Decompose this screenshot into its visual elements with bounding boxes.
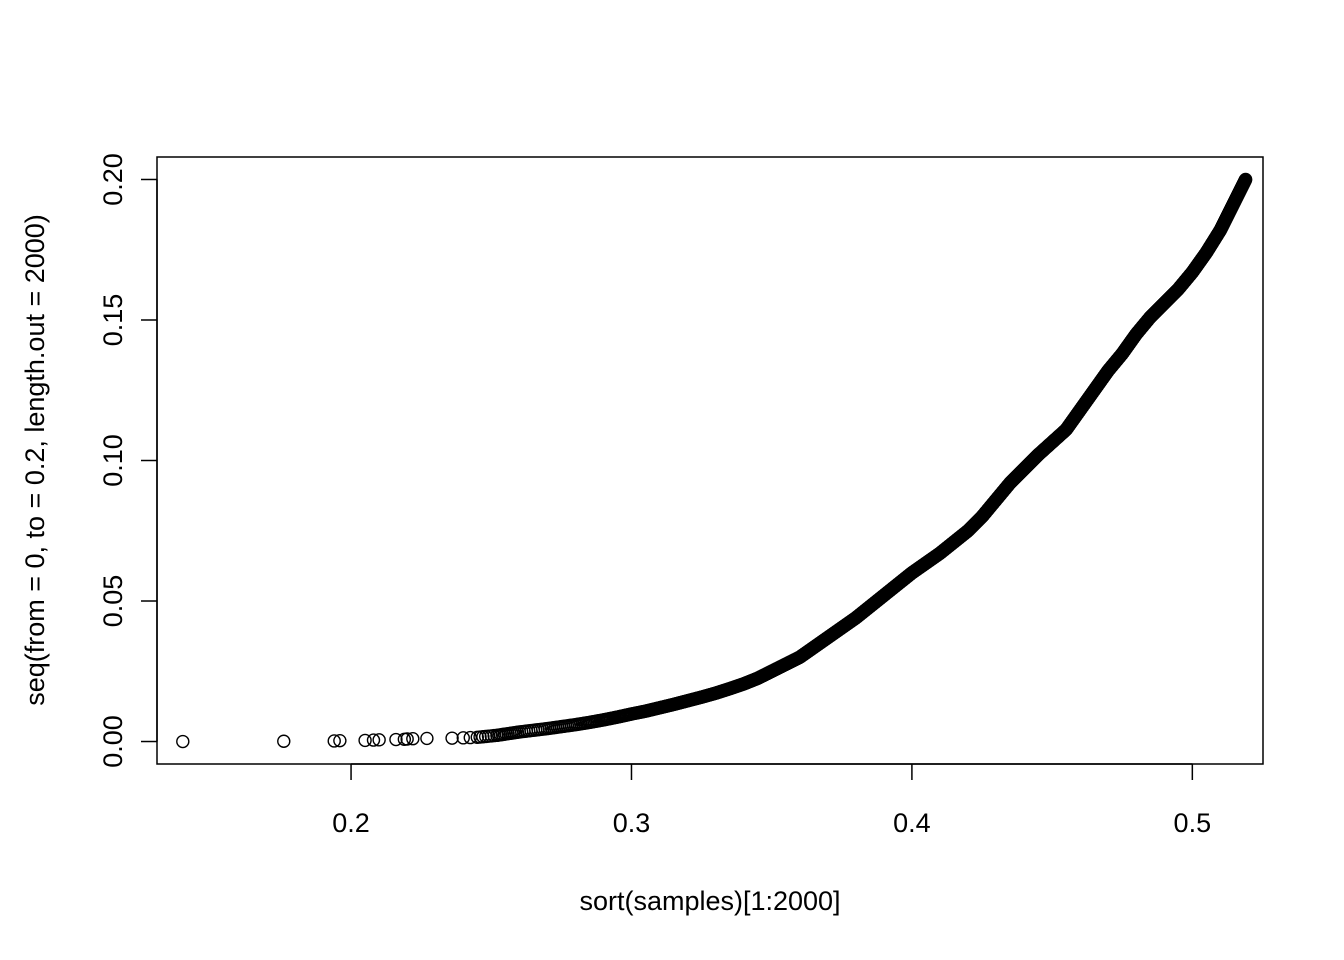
data-point bbox=[406, 732, 420, 746]
x-tick-label: 0.5 bbox=[1174, 808, 1212, 838]
y-tick-label: 0.15 bbox=[98, 294, 128, 347]
y-tick-label: 0.00 bbox=[98, 715, 128, 768]
data-point bbox=[456, 731, 470, 745]
y-axis-label: seq(from = 0, to = 0.2, length.out = 200… bbox=[20, 214, 50, 706]
x-axis-label: sort(samples)[1:2000] bbox=[579, 886, 840, 916]
data-point bbox=[366, 733, 381, 747]
x-tick-label: 0.4 bbox=[893, 808, 931, 838]
x-tick-label: 0.3 bbox=[613, 808, 651, 838]
data-point bbox=[176, 734, 190, 749]
data-points bbox=[176, 172, 1253, 749]
data-point bbox=[277, 734, 291, 748]
data-point bbox=[333, 733, 347, 748]
data-point bbox=[372, 733, 386, 747]
data-point bbox=[358, 733, 372, 748]
y-tick-label: 0.10 bbox=[98, 434, 128, 487]
x-axis: 0.2 0.3 0.4 0.5 bbox=[332, 763, 1212, 838]
data-point bbox=[400, 732, 414, 746]
y-axis: 0.00 0.05 0.10 0.15 0.20 bbox=[98, 153, 158, 768]
data-point bbox=[389, 732, 403, 747]
y-tick-label: 0.20 bbox=[98, 153, 128, 206]
data-point bbox=[420, 731, 434, 746]
x-tick-label: 0.2 bbox=[332, 808, 370, 838]
y-tick-label: 0.05 bbox=[98, 575, 128, 628]
data-point bbox=[445, 731, 459, 745]
data-point bbox=[327, 734, 341, 748]
data-point bbox=[1238, 172, 1253, 187]
